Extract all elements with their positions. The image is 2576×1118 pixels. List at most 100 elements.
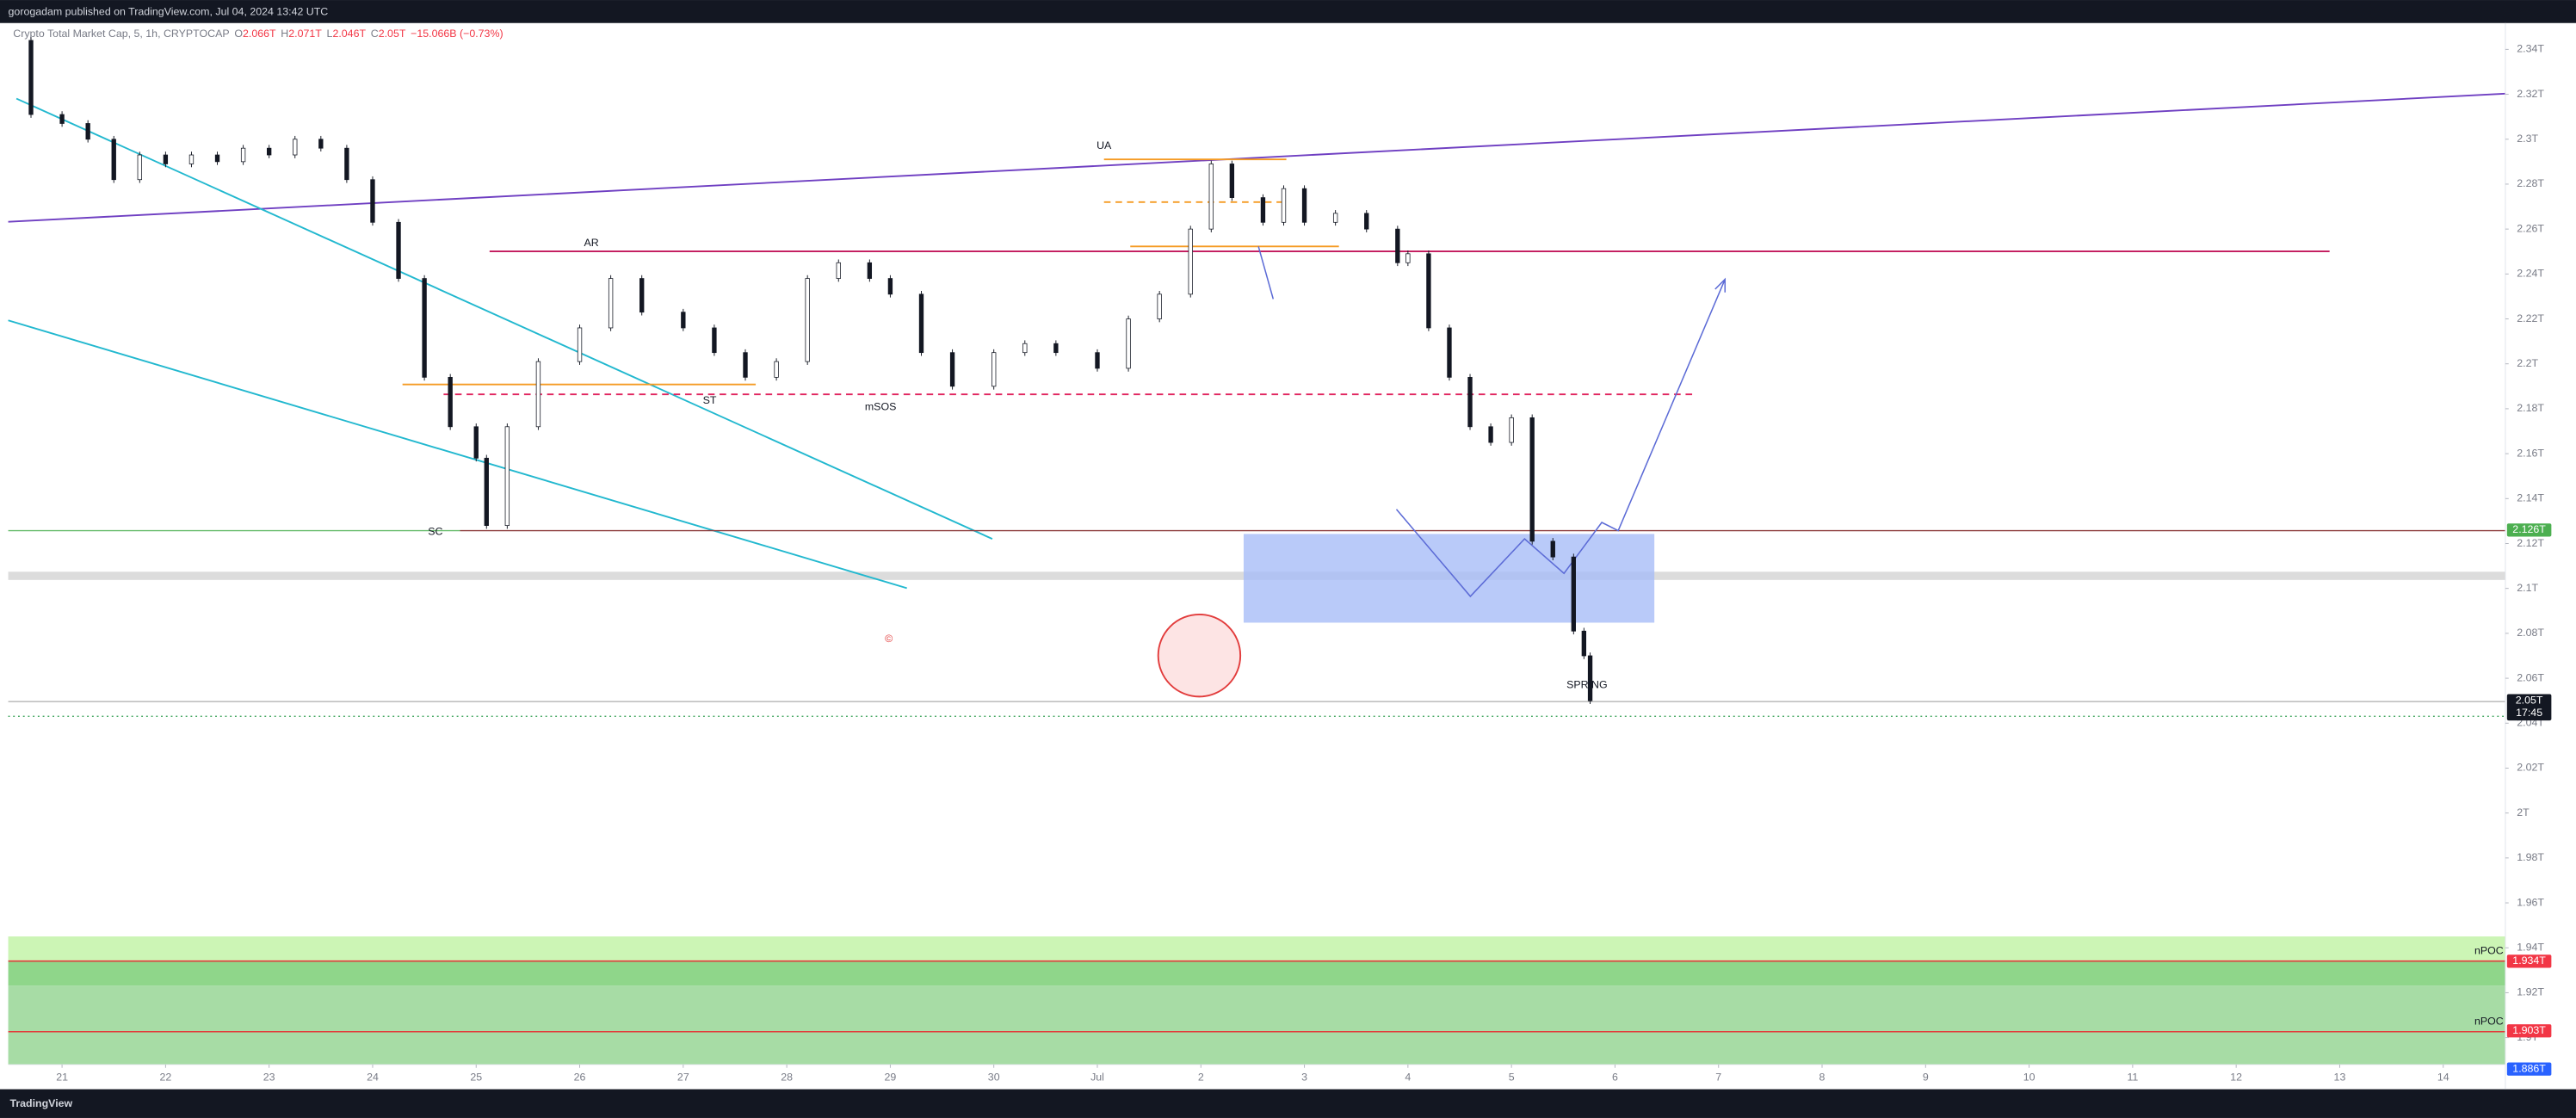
candle-body bbox=[1395, 228, 1400, 263]
zone bbox=[8, 960, 2505, 986]
legend-text: H bbox=[281, 28, 288, 40]
legend-text: 2.071T bbox=[288, 28, 322, 40]
candle-body bbox=[805, 278, 810, 362]
candle-body bbox=[1364, 213, 1369, 230]
x-tick-label: 13 bbox=[2334, 1071, 2346, 1083]
x-tick-label: 25 bbox=[470, 1071, 482, 1083]
candle-body bbox=[188, 154, 195, 164]
x-tick-label: 2 bbox=[1198, 1071, 1204, 1083]
candle-body bbox=[1587, 655, 1593, 701]
candle-body bbox=[318, 139, 324, 149]
price-label: 1.903T bbox=[2512, 1024, 2546, 1036]
candle-body bbox=[448, 376, 453, 428]
candle-body bbox=[1426, 253, 1431, 329]
x-tick-label: 26 bbox=[574, 1071, 586, 1083]
candle-body bbox=[214, 154, 220, 163]
y-tick-label: 2.24T bbox=[2517, 268, 2544, 280]
trendline bbox=[15, 97, 993, 540]
symbol-legend: Crypto Total Market Cap, 5, 1h, CRYPTOCA… bbox=[13, 28, 503, 40]
y-tick-label: 2.3T bbox=[2517, 133, 2538, 145]
y-tick-label: 1.96T bbox=[2517, 896, 2544, 908]
x-tick-label: 3 bbox=[1301, 1071, 1307, 1083]
arrow bbox=[1257, 246, 1275, 300]
candle-body bbox=[111, 139, 116, 181]
label: SPRING bbox=[1566, 678, 1608, 690]
candle-body bbox=[396, 221, 401, 279]
y-tick-label: 2.2T bbox=[2517, 357, 2538, 369]
legend-text: O bbox=[234, 28, 243, 40]
candle-body bbox=[1529, 417, 1535, 542]
y-tick-label: 1.94T bbox=[2517, 942, 2544, 954]
x-tick-label: Jul bbox=[1090, 1071, 1104, 1083]
countdown: 17:45 bbox=[2516, 707, 2542, 719]
label: mSOS bbox=[865, 401, 896, 413]
candle-body bbox=[712, 327, 717, 354]
candle-body bbox=[473, 426, 479, 459]
x-tick-label: 14 bbox=[2437, 1071, 2449, 1083]
candle-body bbox=[422, 278, 427, 378]
legend-text: 2.05T bbox=[379, 28, 406, 40]
price-label: 1.886T bbox=[2512, 1062, 2546, 1074]
candle-body bbox=[85, 123, 90, 140]
price-label-box bbox=[2506, 1024, 2552, 1038]
candle-body bbox=[1157, 293, 1162, 319]
legend-text: 2.066T bbox=[243, 28, 276, 40]
box bbox=[1243, 534, 1655, 623]
x-tick-label: 22 bbox=[159, 1071, 171, 1083]
y-tick-label: 1.98T bbox=[2517, 851, 2544, 863]
y-tick-label: 2.16T bbox=[2517, 447, 2544, 459]
arrow-head bbox=[1714, 277, 1727, 293]
price-label: 2.05T bbox=[2516, 694, 2543, 706]
candle-body bbox=[608, 278, 614, 329]
candle-body bbox=[370, 179, 375, 223]
price-label-box bbox=[2506, 523, 2552, 537]
label: nPOC bbox=[2474, 1016, 2504, 1028]
candle-body bbox=[949, 352, 955, 387]
candle-body bbox=[577, 327, 583, 362]
x-tick-label: 24 bbox=[367, 1071, 379, 1083]
candle-body bbox=[774, 361, 779, 378]
label: UA bbox=[1096, 139, 1112, 151]
candle-body bbox=[1260, 197, 1266, 223]
candle-body bbox=[344, 147, 349, 181]
zone bbox=[8, 936, 2505, 961]
x-tick-label: 30 bbox=[988, 1071, 1000, 1083]
label: ST bbox=[703, 394, 717, 406]
label: nPOC bbox=[2474, 945, 2504, 957]
x-tick-label: 29 bbox=[885, 1071, 897, 1083]
candle-body bbox=[639, 278, 645, 313]
candle-body bbox=[867, 262, 873, 279]
price-label-box bbox=[2506, 954, 2552, 968]
drawings bbox=[8, 92, 2505, 1033]
candle-body bbox=[1509, 417, 1514, 443]
candle-body bbox=[1053, 343, 1059, 354]
label: SC bbox=[428, 526, 442, 538]
candle-body bbox=[163, 154, 169, 164]
circle bbox=[1157, 613, 1242, 698]
x-tick-label: 23 bbox=[263, 1071, 275, 1083]
x-tick-label: 5 bbox=[1509, 1071, 1515, 1083]
candle-body bbox=[59, 114, 65, 124]
bottom-bar bbox=[0, 1089, 2576, 1118]
candle-body bbox=[836, 262, 841, 279]
label: AR bbox=[584, 237, 599, 249]
x-tick-label: 27 bbox=[677, 1071, 689, 1083]
candle-body bbox=[28, 40, 34, 115]
y-tick-label: 2.22T bbox=[2517, 312, 2544, 324]
x-tick-label: 10 bbox=[2023, 1071, 2035, 1083]
candle-body bbox=[743, 352, 748, 378]
candle-body bbox=[1095, 352, 1100, 369]
candle-body bbox=[887, 278, 893, 295]
candle-body bbox=[293, 139, 298, 156]
legend-text: L bbox=[327, 28, 333, 40]
top-bar bbox=[0, 0, 2576, 23]
projection bbox=[1395, 279, 1726, 598]
x-tick-label: 9 bbox=[1923, 1071, 1929, 1083]
candle-body bbox=[1229, 164, 1235, 198]
annotations: SC AR ST mSOS UA SPRING nPOC nPOC bbox=[428, 139, 2504, 1027]
brand: TradingView bbox=[9, 1097, 72, 1109]
y-tick-label: 2.1T bbox=[2517, 582, 2538, 594]
legend-text: 2.046T bbox=[332, 28, 366, 40]
y-tick-label: 2.28T bbox=[2517, 177, 2544, 189]
candle-body bbox=[535, 361, 541, 428]
